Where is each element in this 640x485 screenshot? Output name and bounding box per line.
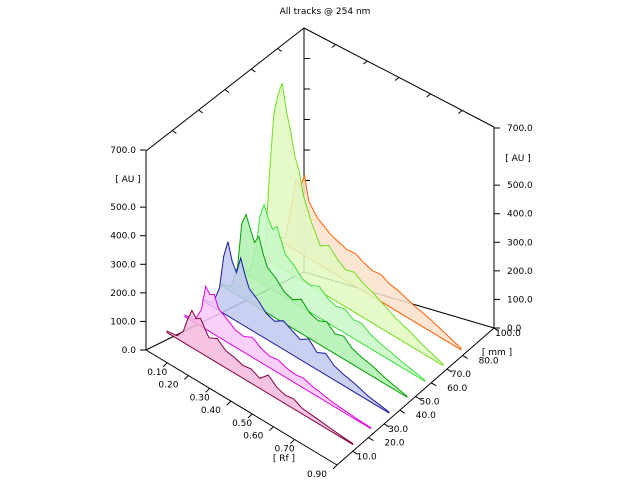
back-left-edge-tick [277,48,282,52]
series-layer [166,82,462,446]
right-axis-tick-label: 200.0 [507,267,533,277]
rf-axis-tick-label: 0.60 [243,432,263,442]
rf-axis-tick-label: 0.30 [190,393,210,403]
mm-axis-tick [352,450,358,455]
mm-axis-tick-label: 50.0 [419,398,439,408]
rf-axis-tick [184,375,189,380]
rf-axis-tick [332,464,338,470]
mm-axis-tick-label: 80.0 [479,356,499,366]
rf-axis-tick-label: 0.20 [158,381,178,391]
left-axis-tick-label: 100.0 [110,317,136,327]
left-axis-tick-label: 0.0 [122,346,137,356]
rf-axis-tick [205,387,211,393]
series-track-1 [166,309,354,446]
back-left-edge-tick [251,68,256,73]
rf-axis-tick-label: 0.50 [232,419,252,429]
rf-axis-tick-label: 0.70 [275,444,295,454]
series-track-3 [202,241,390,414]
series-line-track-3 [202,241,390,413]
right-axis-tick-label: 700.0 [507,124,533,134]
chart-title: All tracks @ 254 nm [280,7,371,17]
left-axis-tick-label: 400.0 [110,232,136,242]
mm-axis-tick [415,396,421,400]
rf-axis-tick-label: 0.40 [201,406,221,416]
series-baseline-track-2 [184,316,372,430]
mm-axis-tick [446,368,453,373]
rf-axis-tick [226,400,232,406]
right-axis-label: [ AU ] [505,154,531,164]
left-axis-tick-label: 700.0 [110,146,136,156]
mm-axis-tick-label: 40.0 [416,411,436,421]
mm-axis-label: [ mm ] [482,348,512,358]
mm-axis-tick [368,437,374,442]
series-line-track-1 [166,309,354,445]
rf-axis [145,349,338,466]
mm-axis-tick-label: 70.0 [451,370,471,380]
right-axis-tick-label: 400.0 [507,210,533,220]
rf-axis-tick [290,439,295,444]
rf-axis-tick-label: 0.10 [147,368,167,378]
right-axis-tick-label: 0.0 [507,324,522,334]
series-line-track-6 [256,82,444,365]
left-axis-tick-label: 200.0 [110,289,136,299]
mm-axis-tick [383,423,390,428]
right-axis-tick-label: 100.0 [507,295,533,305]
series-baseline-track-1 [166,331,354,446]
series-line-track-2 [184,284,372,429]
back-right-edge-tick [331,44,336,48]
mm-axis-tick [493,327,500,332]
mm-axis-tick [430,382,437,387]
rf-axis-tick [268,426,274,432]
back-left-edge-tick [224,89,230,93]
rf-axis-tick [247,413,253,419]
series-line-track-4 [220,213,408,397]
mm-axis-tick [399,409,406,414]
rf-axis-label: [ Rf ] [273,454,295,464]
mm-axis-tick-label: 10.0 [357,452,377,462]
series-baseline-track-3 [202,300,390,414]
left-axis-tick-label: 300.0 [110,260,136,270]
back-left-edge-tick [198,109,203,114]
mm-axis-tick-label: 20.0 [384,439,404,449]
rf-axis-tick-label: 0.90 [307,470,327,480]
mm-axis-tick [462,354,468,359]
back-right-edge-tick [394,77,400,81]
series-area-track-1 [166,310,354,445]
left-axis-label: [ AU ] [115,175,141,185]
mm-axis-tick-label: 100.0 [495,329,521,339]
mm-axis-tick-label: 30.0 [388,425,408,435]
series-line-track-5 [238,202,426,382]
back-right-edge-tick [426,93,431,98]
left-axis-tick-label: 500.0 [110,203,136,213]
rf-axis-tick [162,362,168,368]
mm-axis-tick-label: 60.0 [447,384,467,394]
right-axis-tick-label: 500.0 [507,181,533,191]
series-track-2 [184,284,372,430]
tick-layer: 0.0100.0200.0300.0400.0500.0700.00.0100.… [110,124,533,480]
back-right-edge-tick [458,110,463,114]
back-right-edge-tick [363,60,368,65]
right-axis-tick-label: 300.0 [507,238,533,248]
back-left-edge-tick [172,130,177,134]
